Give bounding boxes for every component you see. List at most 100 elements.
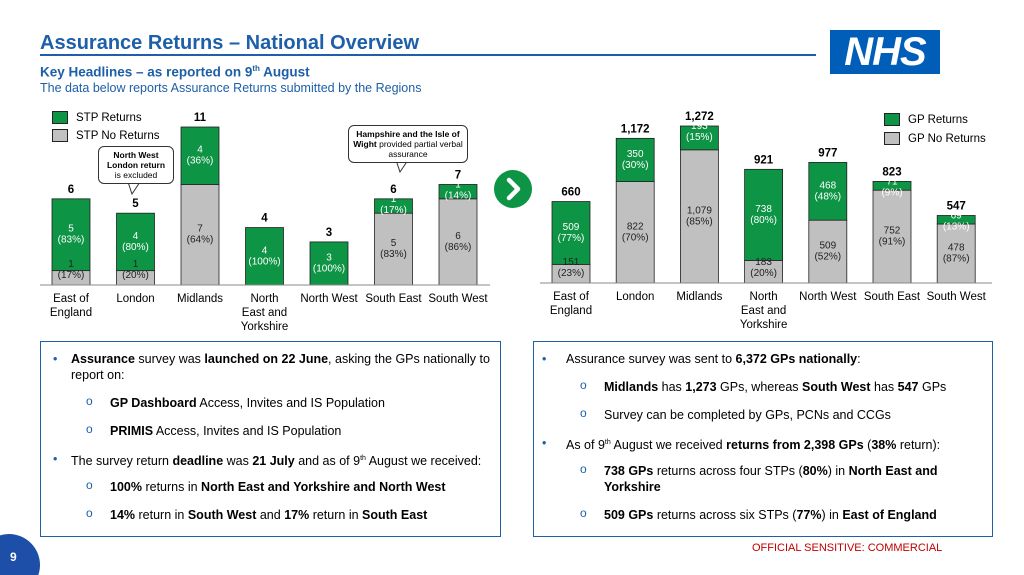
gp-bar-no-returns	[615, 181, 655, 284]
sub-primis: o PRIMIS Access, Invites and IS Populati…	[86, 422, 342, 438]
gp-label-no-returns: 752 (91%)	[879, 226, 906, 248]
gp-bar-no-returns	[680, 149, 719, 284]
stp-total-label: 7	[455, 169, 461, 181]
gp-label-no-returns: 1,079 (85%)	[686, 205, 713, 227]
gp-category-label: East of England	[550, 291, 592, 317]
key-headlines-heading: Key Headlines – as reported on 9th Augus…	[40, 64, 310, 80]
stp-bar-returns	[51, 198, 91, 272]
stp-bar-returns	[180, 126, 220, 185]
sub-survey-completion: o Survey can be completed by GPs, PCNs a…	[580, 406, 891, 422]
arrow-right-icon	[494, 170, 532, 208]
stp-label-no-returns: 1 (20%)	[122, 259, 149, 281]
sub-partial-returns: o 14% return in South West and 17% retur…	[86, 506, 428, 522]
stp-category-label: North East and Yorkshire	[241, 293, 289, 333]
stp-total-label: 3	[326, 227, 332, 239]
stp-category-label: London	[116, 293, 154, 305]
returns-charts: 1 (17%) 5 (83%) 6 East of England 1 (20%) 4 (80%) 5…	[40, 111, 992, 333]
stp-total-label: 6	[68, 184, 74, 196]
stp-label-returns: 1 (17%)	[380, 194, 407, 216]
legend-label: STP No Returns	[76, 129, 160, 142]
stp-bar-no-returns	[180, 184, 220, 286]
stp-total-label: 6	[390, 184, 396, 196]
sub-midlands-south-west: o Midlands has 1,273 GPs, whereas South …	[580, 378, 947, 394]
gp-category-label: South East	[864, 291, 921, 303]
gp-label-returns: 193 (15%)	[686, 121, 713, 143]
callout-hampshire: Hampshire and the Isle of Wight provided…	[348, 125, 468, 163]
sub-east-of-england: o 509 GPs returns across six STPs (77%) …	[580, 506, 937, 522]
sub-north-east-yorkshire: o 738 GPs returns across four STPs (80%)…	[580, 462, 938, 494]
gp-label-returns: 350 (30%)	[622, 149, 649, 171]
page-number-badge: 9	[0, 534, 40, 575]
stp-label-no-returns: 1 (17%)	[58, 259, 85, 281]
stp-total-label: 5	[132, 198, 139, 210]
gp-total-label: 823	[882, 166, 901, 178]
stp-label-no-returns: 6 (86%)	[445, 231, 472, 253]
legend-label: GP Returns	[908, 113, 968, 126]
stp-label-returns: 4 (100%)	[248, 245, 280, 267]
gp-category-label: North West	[799, 291, 857, 303]
stp-total-label: 4	[261, 213, 268, 225]
sub-full-returns: o 100% returns in North East and Yorkshi…	[86, 478, 446, 494]
gp-total-label: 1,172	[621, 123, 650, 135]
sub-gp-dashboard: o GP Dashboard Access, Invites and IS Po…	[86, 394, 385, 410]
stp-bar-no-returns	[374, 212, 413, 286]
gp-label-returns: 468 (48%)	[814, 180, 841, 202]
page-number: 9	[10, 550, 17, 564]
legend-gp-returns: GP Returns	[884, 113, 968, 126]
gp-label-returns: 71 (9%)	[881, 176, 902, 198]
legend-gp-no-returns: GP No Returns	[884, 132, 986, 145]
gp-category-label: South West	[927, 291, 987, 303]
stp-label-returns: 3 (100%)	[313, 252, 345, 274]
gp-category-label: London	[616, 291, 654, 303]
gp-label-no-returns: 822 (70%)	[622, 221, 649, 243]
legend-stp-returns: STP Returns	[52, 111, 142, 124]
stp-bar-returns	[374, 198, 413, 214]
bullet-returns-received: • As of 9th August we received returns f…	[542, 436, 941, 453]
stp-label-returns: 4 (80%)	[122, 231, 149, 253]
legend-swatch-grey	[884, 132, 900, 145]
stp-category-label: East of England	[50, 293, 92, 319]
gp-bar-returns	[615, 137, 655, 182]
gp-category-label: Midlands	[676, 291, 722, 303]
stp-bar-no-returns	[438, 198, 478, 286]
gp-total-label: 977	[818, 147, 837, 159]
legend-swatch-green	[884, 113, 900, 126]
stp-total-label: 11	[194, 112, 207, 124]
gp-label-no-returns: 478 (87%)	[943, 243, 970, 265]
gp-category-label: North East and Yorkshire	[740, 291, 788, 331]
gp-label-no-returns: 151 (23%)	[558, 257, 585, 279]
legend-stp-no-returns: STP No Returns	[52, 129, 160, 142]
gp-total-label: 921	[754, 154, 774, 166]
gp-bar-returns	[551, 201, 591, 265]
legend-label: STP Returns	[76, 111, 142, 124]
gp-label-returns: 509 (77%)	[558, 222, 585, 244]
gp-bar-returns	[680, 125, 719, 151]
stp-bar-returns	[116, 212, 155, 272]
nhs-logo: NHS	[830, 30, 940, 74]
gp-bar-no-returns	[936, 223, 976, 284]
page-title: Assurance Returns – National Overview	[40, 32, 420, 54]
gp-bar-returns	[936, 215, 976, 225]
left-summary-panel: • Assurance survey was launched on 22 Ju…	[40, 341, 501, 537]
gp-total-label: 660	[561, 187, 580, 199]
callout-north-west-london: North West London return is excluded	[98, 146, 174, 184]
title-underline	[40, 54, 816, 56]
stp-category-label: South West	[428, 293, 488, 305]
stp-category-label: South East	[365, 293, 422, 305]
stp-category-label: North West	[300, 293, 358, 305]
stp-category-label: Midlands	[177, 293, 223, 305]
stp-label-returns: 4 (36%)	[187, 145, 214, 167]
gp-total-label: 1,272	[685, 111, 714, 123]
gp-label-returns: 738 (80%)	[750, 204, 777, 226]
stp-label-returns: 1 (14%)	[445, 179, 472, 201]
gp-bar-returns	[744, 168, 783, 261]
page-description: The data below reports Assurance Returns…	[40, 81, 422, 95]
gp-bar-returns	[808, 162, 848, 221]
bullet-deadline: • The survey return deadline was 21 July…	[53, 452, 482, 469]
stp-bar-returns	[438, 184, 478, 200]
stp-label-no-returns: 7 (64%)	[187, 224, 214, 246]
legend-swatch-green	[52, 111, 68, 124]
gp-label-no-returns: 183 (20%)	[750, 257, 777, 279]
bullet-survey-launch: • Assurance survey was launched on 22 Ju…	[53, 352, 490, 382]
legend-label: GP No Returns	[908, 132, 986, 145]
